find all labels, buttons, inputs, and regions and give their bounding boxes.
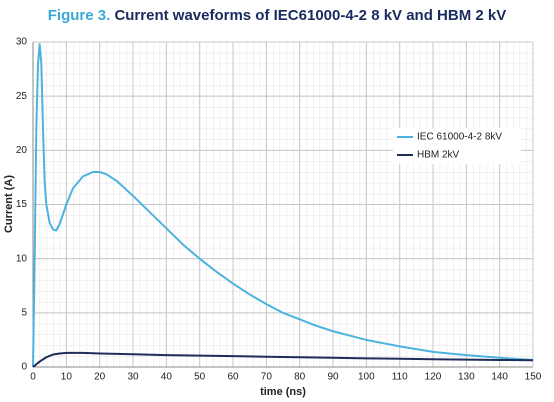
x-tick-label: 140	[491, 372, 508, 383]
x-tick-label: 20	[94, 372, 106, 383]
x-tick-label: 150	[525, 372, 542, 383]
y-tick-label: 10	[16, 253, 28, 264]
y-axis-label: Current (A)	[3, 175, 15, 233]
x-axis-label: time (ns)	[260, 386, 306, 398]
chart-title: Figure 3. Current waveforms of IEC61000-…	[48, 7, 507, 24]
x-tick-label: 70	[261, 372, 273, 383]
legend-label: HBM 2kV	[417, 150, 460, 161]
y-tick-label: 5	[21, 307, 27, 318]
series-line	[32, 351, 534, 368]
figure-label: Figure 3.	[48, 7, 111, 24]
x-tick-label: 40	[161, 372, 173, 383]
x-tick-label: 120	[425, 372, 442, 383]
x-tick-label: 60	[227, 372, 239, 383]
x-tick-label: 130	[458, 372, 475, 383]
legend-box	[393, 128, 521, 164]
x-tick-label: 90	[327, 372, 339, 383]
y-tick-label: 20	[16, 145, 28, 156]
y-tick-label: 25	[16, 91, 28, 102]
x-tick-label: 30	[127, 372, 139, 383]
legend-label: IEC 61000-4-2 8kV	[417, 132, 502, 143]
series-line	[32, 43, 534, 368]
x-tick-label: 0	[30, 372, 36, 383]
x-tick-label: 80	[294, 372, 306, 383]
x-tick-label: 10	[61, 372, 73, 383]
y-tick-label: 15	[16, 199, 28, 210]
y-tick-label: 30	[16, 37, 28, 48]
title-text: Current waveforms of IEC61000-4-2 8 kV a…	[114, 7, 506, 24]
y-tick-label: 0	[21, 362, 27, 373]
x-tick-label: 110	[392, 372, 408, 383]
x-tick-label: 50	[194, 372, 206, 383]
x-tick-label: 100	[358, 372, 375, 383]
